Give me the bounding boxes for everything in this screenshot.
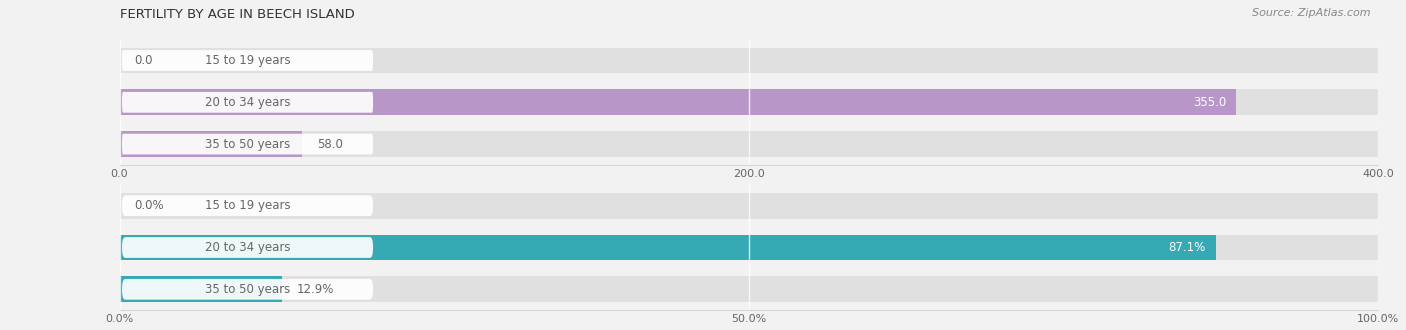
Bar: [120, 89, 1236, 115]
Bar: [120, 193, 1378, 219]
Text: 20 to 34 years: 20 to 34 years: [205, 241, 290, 254]
FancyBboxPatch shape: [122, 50, 373, 71]
Text: 0.0%: 0.0%: [135, 199, 165, 212]
Text: FERTILITY BY AGE IN BEECH ISLAND: FERTILITY BY AGE IN BEECH ISLAND: [120, 8, 354, 21]
Text: 15 to 19 years: 15 to 19 years: [205, 54, 291, 67]
Text: 0.0: 0.0: [135, 54, 153, 67]
Text: 12.9%: 12.9%: [297, 283, 335, 296]
Text: 35 to 50 years: 35 to 50 years: [205, 138, 290, 150]
Text: 15 to 19 years: 15 to 19 years: [205, 199, 291, 212]
FancyBboxPatch shape: [122, 237, 373, 258]
Text: Source: ZipAtlas.com: Source: ZipAtlas.com: [1253, 8, 1371, 18]
Text: 87.1%: 87.1%: [1168, 241, 1205, 254]
Bar: [120, 131, 302, 157]
Bar: [120, 48, 1378, 74]
Bar: [120, 235, 1216, 260]
Text: 58.0: 58.0: [318, 138, 343, 150]
Text: 20 to 34 years: 20 to 34 years: [205, 96, 290, 109]
Text: 355.0: 355.0: [1194, 96, 1226, 109]
Bar: [120, 89, 1378, 115]
Bar: [120, 276, 1378, 302]
Bar: [120, 131, 1378, 157]
Text: 35 to 50 years: 35 to 50 years: [205, 283, 290, 296]
FancyBboxPatch shape: [122, 134, 373, 154]
FancyBboxPatch shape: [122, 279, 373, 300]
FancyBboxPatch shape: [122, 92, 373, 113]
FancyBboxPatch shape: [122, 195, 373, 216]
Bar: [120, 276, 281, 302]
Bar: [120, 235, 1378, 260]
